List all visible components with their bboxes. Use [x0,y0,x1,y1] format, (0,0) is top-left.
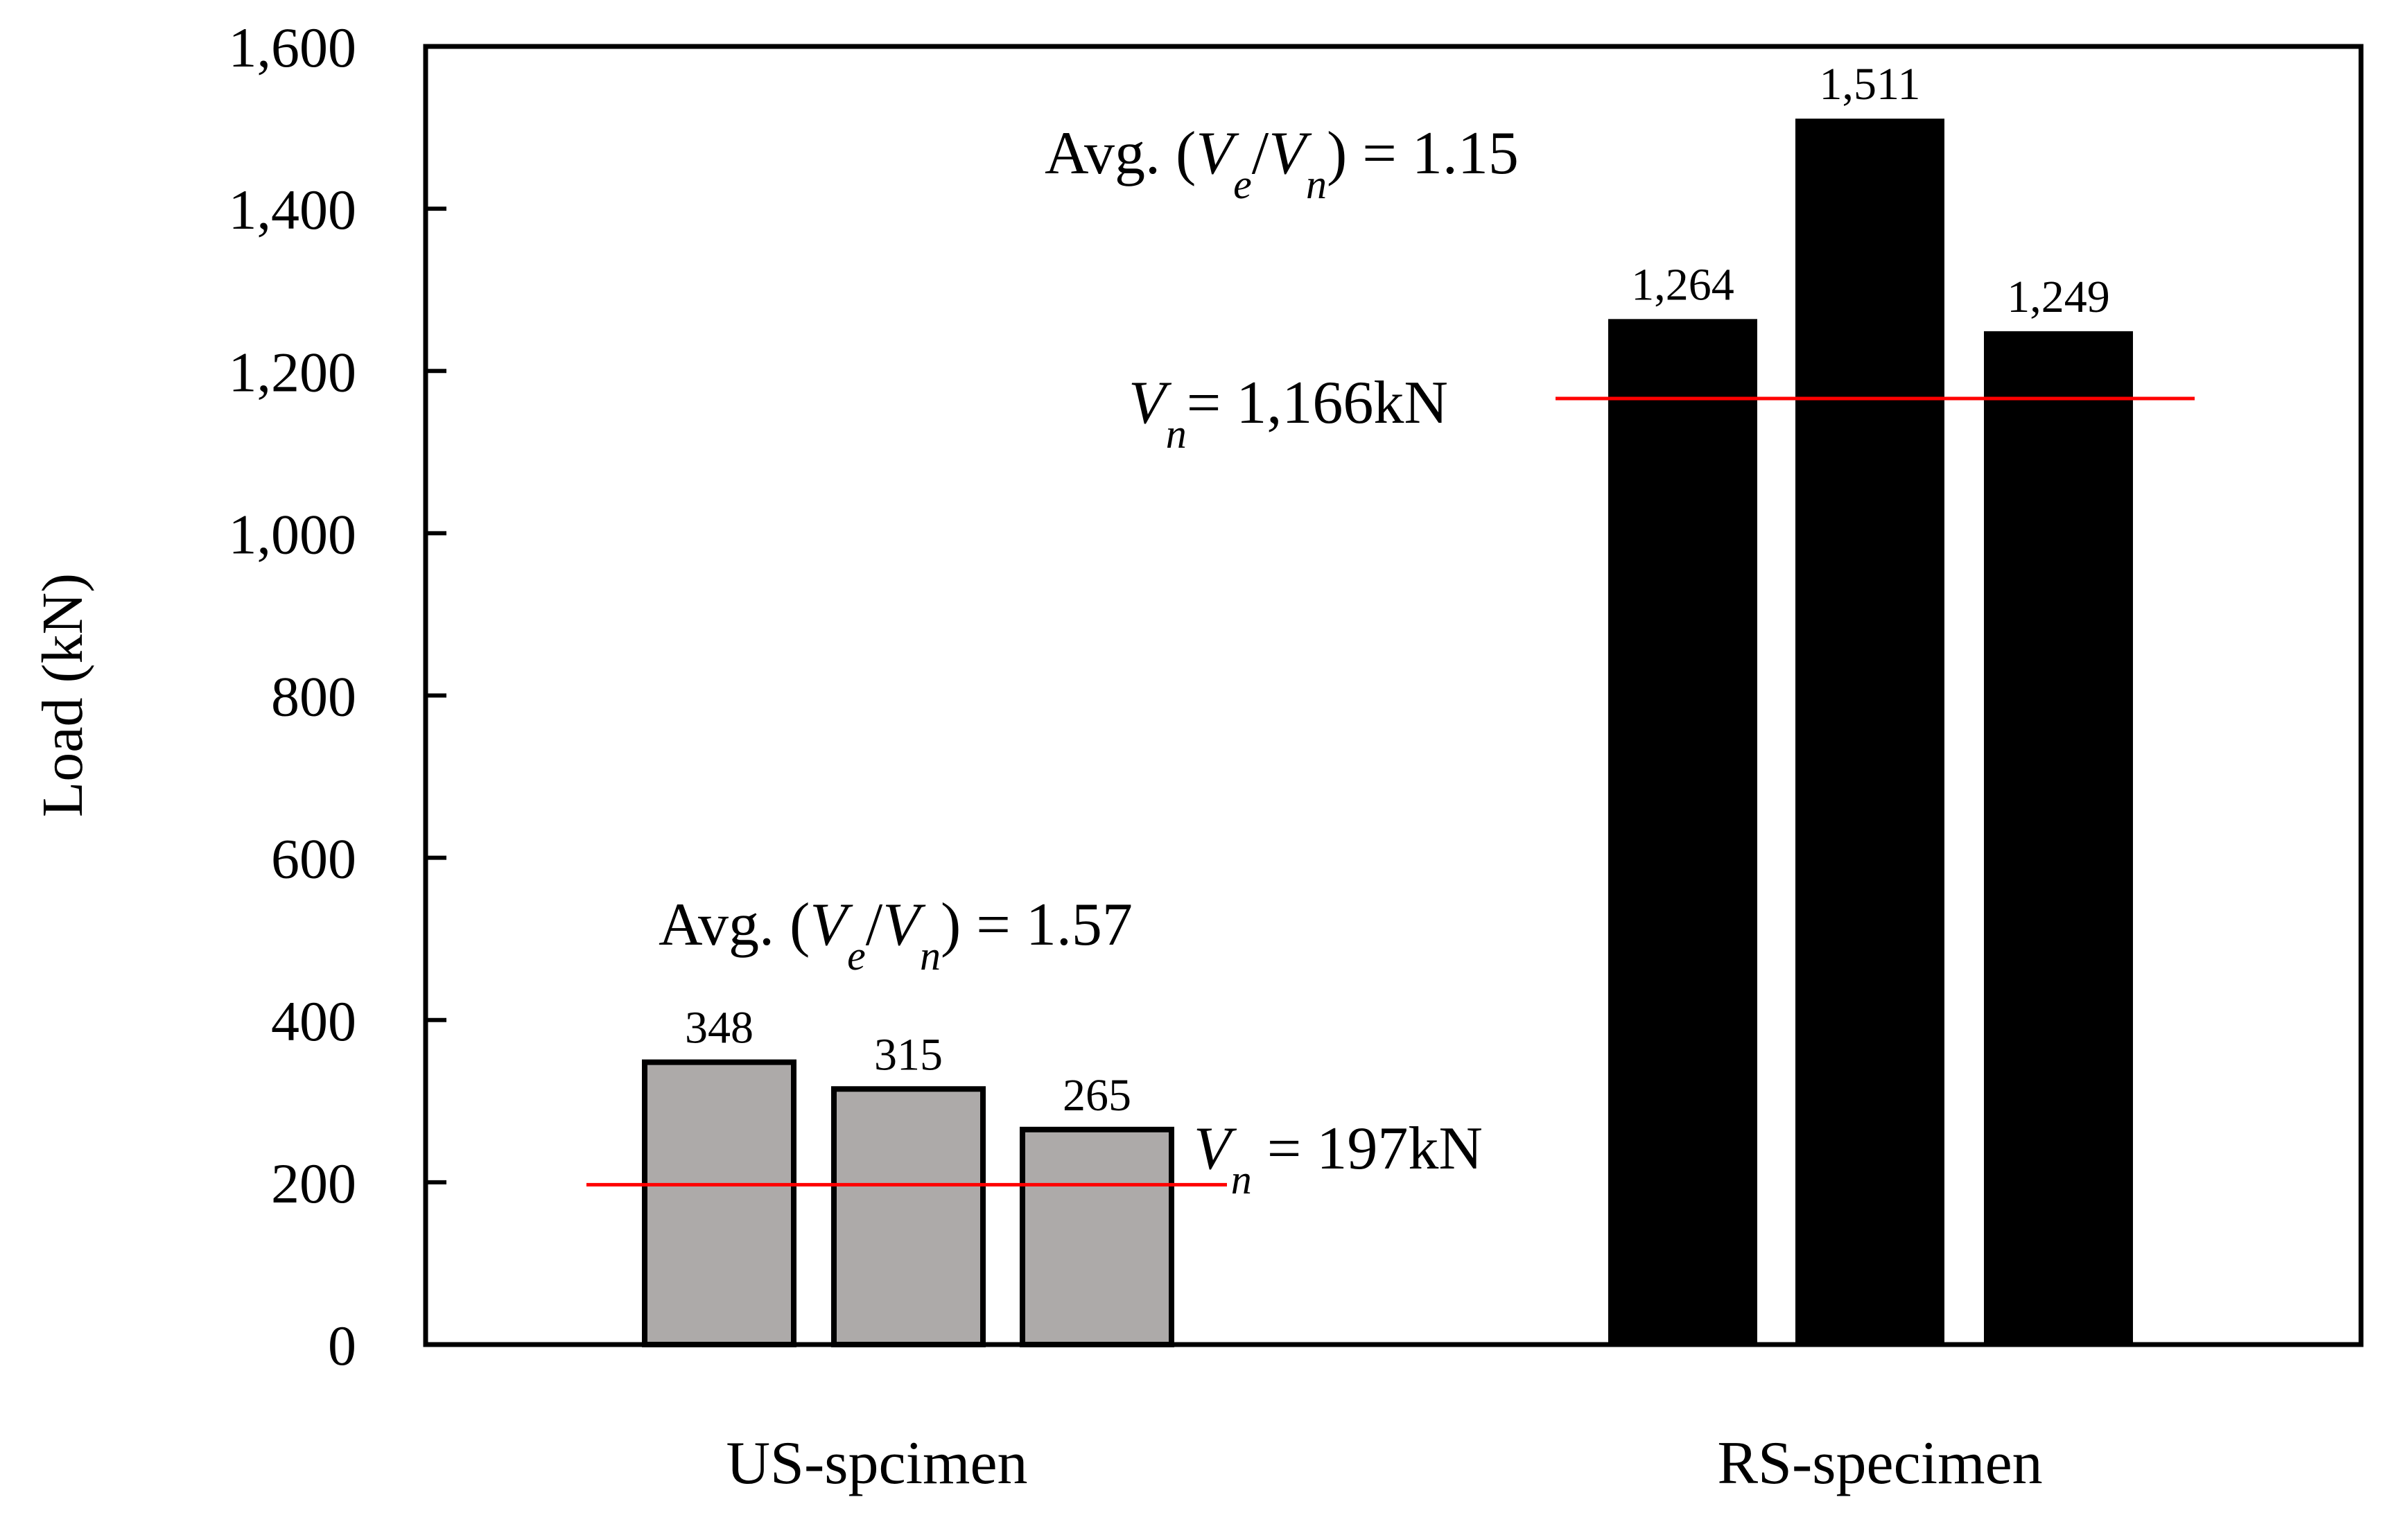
bar-us-spcimen-2 [831,1086,986,1348]
y-tick-label: 200 [271,1152,356,1215]
reference-line-label: Vn= 1,166kN [1129,369,1448,457]
y-tick-label: 1,200 [229,340,357,403]
y-axis-title: Load (kN) [31,573,95,817]
y-axis: 0 200 400 600 800 1,000 1,200 1,400 1,600 [229,16,446,1377]
bars-layer [642,119,2133,1348]
bar-rs-specimen-1 [1608,319,1757,1345]
labels-layer: 348 315 265 US-spcimen Vn = 197kN Avg. (Ve/Vn… [659,59,2110,1497]
x-category-label: RS-specimen [1717,1430,2042,1497]
bar-us-spcimen-1 [642,1059,796,1348]
bar-us-spcimen-3 [1020,1126,1174,1348]
bar-rs-specimen-3 [1984,331,2133,1345]
bar-rs-specimen-2 [1795,119,1944,1345]
bar-value-label: 1,511 [1819,59,1920,110]
bar-value-label: 315 [874,1029,943,1080]
bar-value-label: 348 [685,1003,754,1053]
bar-value-label: 1,264 [1631,259,1734,310]
y-tick-label: 600 [271,828,356,891]
y-tick-label: 1,000 [229,502,357,566]
y-tick-label: 800 [271,665,356,728]
average-ratio-annotation: Avg. (Ve/Vn) = 1.15 [1045,120,1519,207]
reference-line-label: Vn = 197kN [1194,1115,1483,1202]
y-tick-label: 1,400 [229,178,357,241]
bar-value-label: 265 [1063,1070,1131,1121]
bar-value-label: 1,249 [2007,272,2110,322]
x-category-label: US-spcimen [726,1430,1027,1497]
y-tick-label: 0 [328,1314,356,1377]
reference-lines-layer [586,396,2195,1187]
average-ratio-annotation: Avg. (Ve/Vn) = 1.57 [659,891,1133,979]
y-tick-label: 400 [271,990,356,1053]
y-tick-label: 1,600 [229,16,357,79]
